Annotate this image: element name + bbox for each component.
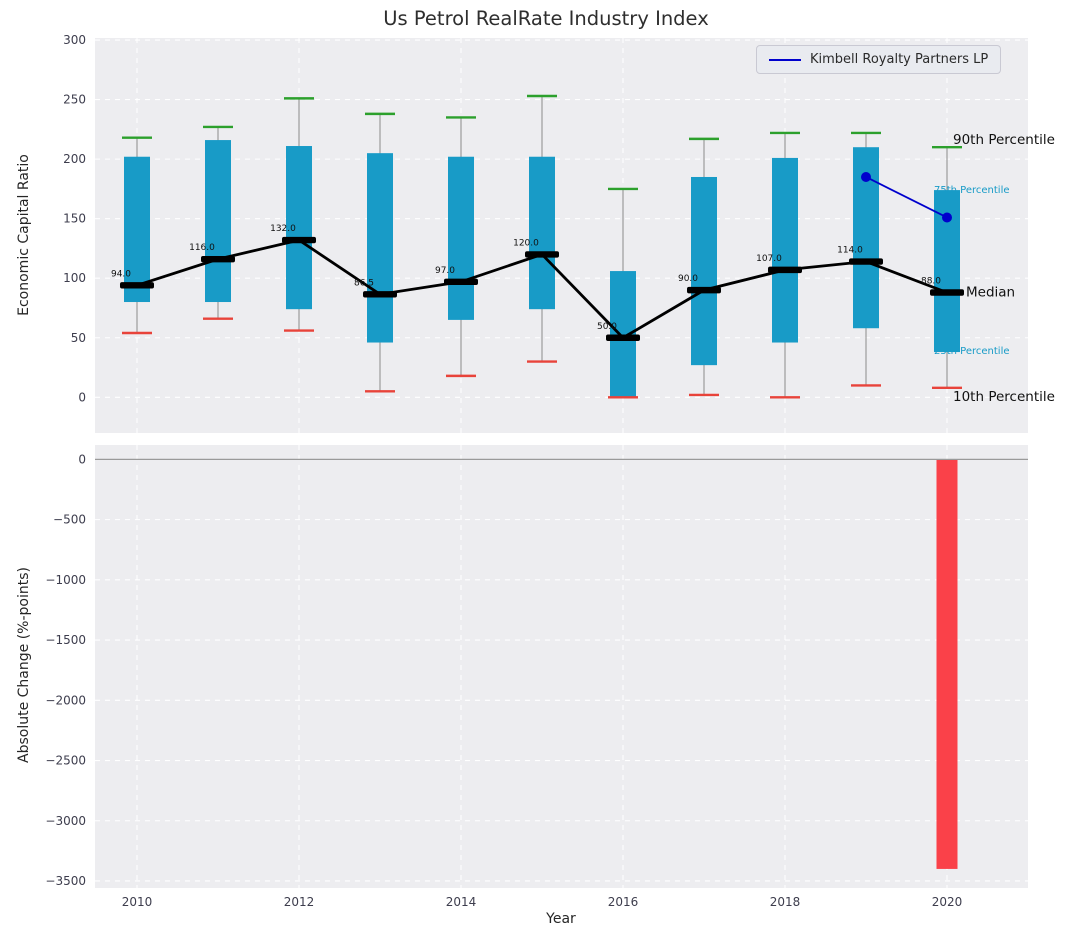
median-value-label-2014: 97.0 [435,266,455,276]
annotation-10th-percentile: 10th Percentile [953,389,1055,405]
median-marker-2020 [930,289,964,296]
bottom-ytick-label: −2500 [45,754,86,768]
annotation-median: Median [966,285,1015,301]
top-ytick-label: 200 [63,152,86,166]
median-marker-2010 [120,282,154,289]
median-value-label-2017: 90.0 [678,274,698,284]
bottom-ytick-label: −2000 [45,693,86,707]
iqr-box-2018 [772,157,798,343]
median-value-label-2013: 86.5 [354,278,374,288]
median-marker-2014 [444,278,478,285]
top-axes-background [95,38,1028,433]
company-line [865,176,948,219]
median-value-label-2020: 88.0 [921,277,941,287]
x-axis-label: Year [546,911,576,927]
company-marker [861,171,871,182]
annotation-75th-percentile: 75th Percentile [934,185,1010,196]
iqr-box-2016 [610,271,636,398]
median-value-label-2011: 116.0 [189,243,215,253]
xtick-label: 2010 [122,895,153,909]
bottom-axes-background [95,445,1028,888]
annotation-90th-percentile: 90th Percentile [953,132,1055,148]
bottom-y-axis-label: Absolute Change (%-points) [16,567,32,763]
iqr-box-2011 [205,140,231,303]
legend: Kimbell Royalty Partners LP [756,45,1002,74]
bottom-ytick-label: −1500 [45,633,86,647]
bottom-ytick-label: −1000 [45,573,86,587]
legend-label: Kimbell Royalty Partners LP [810,52,989,67]
median-value-label-2018: 107.0 [756,254,782,264]
median-marker-2019 [849,258,883,265]
top-ytick-label: 0 [78,390,86,404]
median-marker-2017 [687,286,721,294]
bottom-ytick-label: −3000 [45,814,86,828]
median-marker-2018 [768,266,802,274]
median-value-label-2016: 50.0 [597,322,617,332]
xtick-label: 2020 [932,895,963,909]
bottom-ytick-label: −500 [53,513,86,527]
iqr-box-2015 [529,156,555,310]
top-ytick-label: 250 [63,93,86,107]
top-ytick-label: 300 [63,33,86,47]
iqr-box-2017 [691,176,717,366]
iqr-box-2010 [124,156,150,303]
bottom-ytick-label: 0 [78,452,86,466]
median-marker-2011 [201,255,235,263]
chart-title: Us Petrol RealRate Industry Index [383,7,709,30]
median-marker-2012 [282,236,316,244]
median-value-label-2015: 120.0 [513,238,539,248]
iqr-box-2013 [367,153,393,343]
median-marker-2015 [525,251,559,258]
iqr-box-2014 [448,156,474,320]
change-bar-2020 [936,459,958,869]
top-ytick-label: 50 [71,331,86,345]
top-y-axis-label: Economic Capital Ratio [16,154,32,316]
top-ytick-label: 150 [63,212,86,226]
legend-line-sample [769,58,801,61]
company-marker [942,212,952,223]
median-value-label-2010: 94.0 [111,269,131,279]
xtick-label: 2014 [446,895,477,909]
median-marker-2013 [363,291,397,298]
xtick-label: 2018 [770,895,801,909]
median-value-label-2019: 114.0 [837,246,863,256]
bottom-ytick-label: −3500 [45,874,86,888]
iqr-box-2012 [286,146,312,310]
annotation-25th-percentile: 25th Percentile [934,346,1010,357]
median-value-label-2012: 132.0 [270,224,296,234]
xtick-label: 2016 [608,895,639,909]
median-marker-2016 [606,334,640,341]
xtick-label: 2012 [284,895,315,909]
top-ytick-label: 100 [63,271,86,285]
